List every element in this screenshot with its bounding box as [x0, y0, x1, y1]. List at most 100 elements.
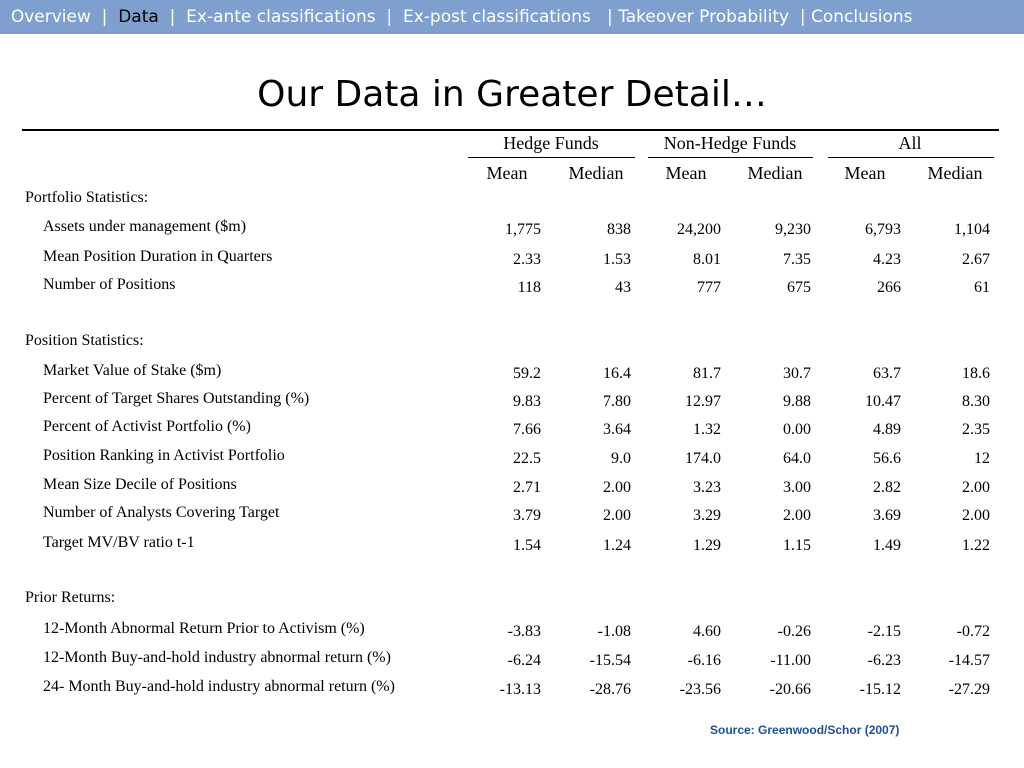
table-cell: 118 — [517, 279, 541, 296]
row-label: Percent of Activist Portfolio (%) — [43, 418, 251, 435]
column-header: Median — [747, 163, 803, 183]
table-cell: 3.23 — [693, 479, 721, 496]
row-label: Position Ranking in Activist Portfolio — [43, 447, 285, 464]
table-cell: -15.54 — [589, 652, 631, 669]
top-navigation-bar: Overview | Data | Ex-ante classification… — [0, 0, 1024, 34]
row-label: Number of Analysts Covering Target — [43, 504, 280, 521]
column-header: Mean — [486, 163, 528, 183]
table-cell: 63.7 — [873, 365, 901, 382]
row-label: Assets under management ($m) — [43, 218, 247, 235]
table-cell: 675 — [787, 279, 811, 296]
table-cell: 174.0 — [685, 450, 721, 467]
table-cell: 30.7 — [783, 365, 811, 382]
table-cell: 8.30 — [962, 393, 990, 410]
table-cell: 1.49 — [873, 537, 901, 554]
table-cell: 4.60 — [693, 623, 721, 640]
table-cell: -28.76 — [589, 681, 631, 698]
table-cell: 9.88 — [783, 393, 811, 410]
row-label: 24- Month Buy-and-hold industry abnormal… — [43, 678, 395, 695]
table-cell: 2.00 — [783, 507, 811, 524]
table-cell: 24,200 — [677, 221, 721, 238]
table-cell: 9.0 — [611, 450, 631, 467]
nav-item-conclusions[interactable]: Conclusions — [811, 7, 913, 27]
column-header: Median — [568, 163, 624, 183]
table-cell: 10.47 — [865, 393, 901, 410]
table-cell: 1.15 — [783, 537, 811, 554]
table-cell: 1.32 — [693, 421, 721, 438]
table-cell: 2.00 — [962, 479, 990, 496]
row-label: Number of Positions — [43, 276, 176, 293]
table-cell: 3.79 — [513, 507, 541, 524]
group-underline — [468, 157, 635, 158]
group-underline — [828, 157, 994, 158]
column-header: Median — [927, 163, 983, 183]
table-cell: -13.13 — [499, 681, 541, 698]
row-label: Mean Size Decile of Positions — [43, 476, 237, 493]
table-cell: 7.66 — [513, 421, 541, 438]
table-cell: 7.35 — [783, 251, 811, 268]
table-cell: 43 — [615, 279, 631, 296]
table-cell: 2.67 — [962, 251, 990, 268]
table-cell: 56.6 — [873, 450, 901, 467]
table-cell: -6.23 — [867, 652, 901, 669]
table-cell: 7.80 — [603, 393, 631, 410]
table-cell: 12.97 — [685, 393, 721, 410]
table-cell: 2.00 — [962, 507, 990, 524]
table-cell: 64.0 — [783, 450, 811, 467]
nav-separator: | — [590, 7, 619, 27]
table-cell: 2.00 — [603, 507, 631, 524]
table-cell: 4.23 — [873, 251, 901, 268]
table-cell: -14.57 — [948, 652, 990, 669]
table-cell: 1.54 — [513, 537, 541, 554]
table-cell: 18.6 — [962, 365, 990, 382]
column-header: Mean — [844, 163, 886, 183]
table-cell: 1,104 — [954, 221, 990, 238]
table-cell: 0.00 — [783, 421, 811, 438]
table-cell: -11.00 — [770, 652, 811, 669]
table-cell: 2.35 — [962, 421, 990, 438]
table-cell: 3.69 — [873, 507, 901, 524]
row-label: Target MV/BV ratio t-1 — [43, 534, 195, 551]
nav-spacer — [0, 7, 11, 27]
table-cell: 3.29 — [693, 507, 721, 524]
nav-item-ex-post-classifications[interactable]: Ex-post classifications — [402, 7, 591, 27]
page-title: Our Data in Greater Detail… — [257, 74, 767, 115]
table-cell: 2.82 — [873, 479, 901, 496]
table-cell: -27.29 — [948, 681, 990, 698]
table-top-rule — [22, 129, 999, 131]
table-cell: 1.24 — [603, 537, 631, 554]
table-cell: 838 — [607, 221, 631, 238]
table-cell: 266 — [877, 279, 901, 296]
table-cell: 1,775 — [505, 221, 541, 238]
section-heading: Portfolio Statistics: — [25, 189, 149, 206]
table-cell: 3.64 — [603, 421, 631, 438]
source-citation: Source: Greenwood/Schor (2007) — [710, 723, 900, 737]
table-cell: 2.33 — [513, 251, 541, 268]
table-cell: 3.00 — [783, 479, 811, 496]
row-label: Mean Position Duration in Quarters — [43, 248, 273, 265]
table-cell: -3.83 — [507, 623, 541, 640]
table-cell: -6.24 — [507, 652, 541, 669]
table-cell: 2.71 — [513, 479, 541, 496]
table-cell: -20.66 — [769, 681, 811, 698]
table-cell: 16.4 — [603, 365, 631, 382]
section-heading: Prior Returns: — [25, 589, 116, 606]
table-cell: 1.29 — [693, 537, 721, 554]
nav-item-takeover-probability[interactable]: Takeover Probability — [618, 7, 790, 27]
group-header: Hedge Funds — [503, 133, 599, 153]
table-cell: -23.56 — [679, 681, 721, 698]
row-label: Market Value of Stake ($m) — [43, 362, 222, 379]
group-header: All — [898, 133, 922, 153]
table-cell: -0.72 — [956, 623, 990, 640]
nav-item-data[interactable]: Data — [118, 7, 159, 27]
nav-item-overview[interactable]: Overview — [10, 7, 91, 27]
table-cell: 22.5 — [513, 450, 541, 467]
table-cell: -2.15 — [867, 623, 901, 640]
table-cell: -1.08 — [597, 623, 631, 640]
table-cell: 4.89 — [873, 421, 901, 438]
table-cell: 12 — [974, 450, 990, 467]
table-cell: 9.83 — [513, 393, 541, 410]
nav-separator: | — [90, 7, 119, 27]
nav-item-ex-ante-classifications[interactable]: Ex-ante classifications — [186, 7, 376, 27]
row-label: Percent of Target Shares Outstanding (%) — [43, 390, 310, 407]
